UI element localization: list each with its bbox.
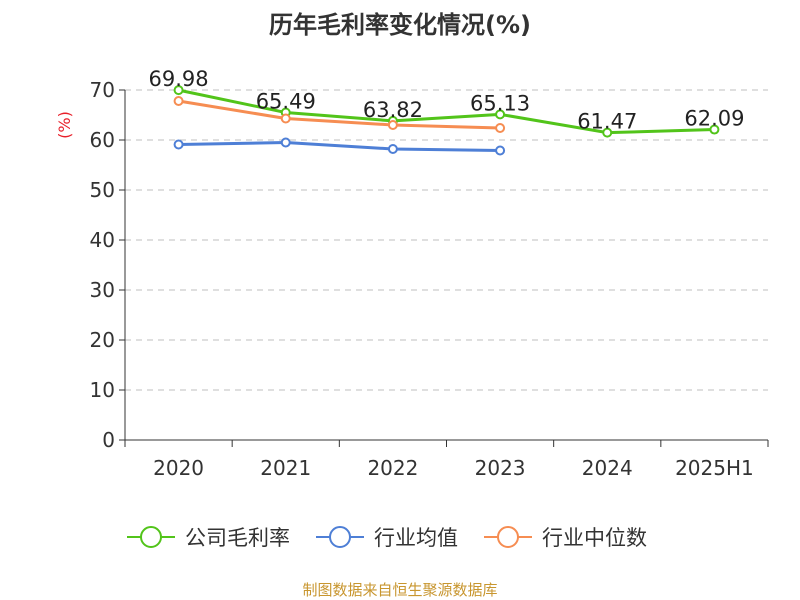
data-label: 65.13 [470,91,530,115]
legend-marker-circle [497,526,519,548]
data-point-2 [280,113,291,124]
x-tick-label: 2022 [367,456,418,480]
legend-marker-circle [140,526,162,548]
series-layer [173,85,720,156]
legend-marker-circle [329,526,351,548]
series-line-2 [178,99,501,130]
y-tick-label: 50 [90,178,115,202]
data-label: 69.98 [149,67,209,91]
y-tick-label: 20 [90,328,115,352]
data-point-1 [280,137,291,148]
legend-label: 行业中位数 [542,526,647,550]
series-line-1 [178,141,501,152]
data-point-0 [602,127,613,138]
x-tick-label: 2021 [260,456,311,480]
legend-item-2[interactable]: 行业中位数 [484,526,647,550]
y-tick-label: 60 [90,128,115,152]
data-label: 63.82 [363,98,423,122]
data-point-2 [173,96,184,106]
data-point-2 [387,120,398,130]
legend-item-0[interactable]: 公司毛利率 [127,526,290,550]
data-label: 65.49 [256,90,316,114]
x-tick-label: 2020 [153,456,204,480]
data-labels: 69.98 65.49 63.82 65.13 61.47 62.09 [149,67,745,134]
y-tick-label: 10 [90,378,115,402]
y-tick-label: 40 [90,228,115,252]
data-label: 62.09 [684,107,744,131]
y-tick-label: 30 [90,278,115,302]
x-tick-label: 2024 [582,456,633,480]
x-tick-label: 2023 [475,456,526,480]
legend-item-1[interactable]: 行业均值 [316,526,458,550]
grid-lines [125,89,768,391]
data-point-1 [387,144,398,154]
chart-title: 历年毛利率变化情况(%) [269,11,531,39]
data-point-0 [495,109,506,120]
data-point-0 [173,85,184,96]
legend-label: 公司毛利率 [185,526,290,550]
y-tick-label: 0 [102,428,115,452]
data-source-note: 制图数据来自恒生聚源数据库 [302,581,497,599]
data-point-0 [709,124,720,135]
series-line-0 [178,88,715,135]
legend: 公司毛利率 行业均值 行业中位数 [127,526,647,550]
data-point-2 [495,123,506,133]
data-point-1 [495,145,506,156]
axes: 0 10 20 30 40 50 60 70 2020 2021 2022 2023 2024 2025H… [90,78,769,480]
data-label: 61.47 [577,110,637,134]
data-point-1 [173,139,184,150]
y-axis-label: (%) [55,111,74,139]
y-tick-label: 70 [90,78,115,102]
x-tick-label: 2025H1 [675,456,754,480]
legend-label: 行业均值 [374,526,458,550]
